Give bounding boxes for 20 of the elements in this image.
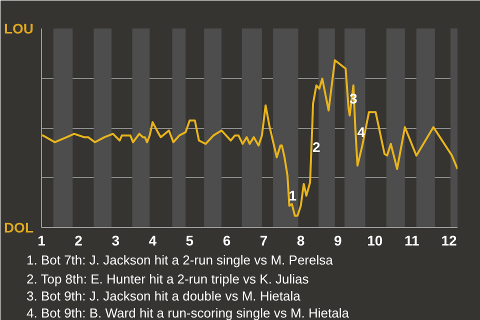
text: 4. Bot 9th: B. Ward hit a run-scoring single vs M. Hietala [26, 306, 350, 320]
x-tick-label: 9 [334, 232, 342, 248]
text: DOL [4, 220, 34, 236]
x-tick-label: 10 [367, 232, 383, 248]
text: 3. Bot 9th: J. Jackson hit a double vs M. Hietala [26, 288, 302, 304]
x-tick-label: 8 [296, 232, 305, 248]
x-tick-label: 6 [222, 232, 231, 248]
x-tick-label: 4 [148, 232, 157, 248]
x-tick-label: 11 [404, 232, 420, 248]
x-tick-label: 2 [74, 232, 83, 248]
text: LOU [4, 20, 34, 36]
x-tick-label: 7 [260, 232, 268, 248]
annotation: 1 [288, 188, 297, 204]
x-tick-label: 12 [441, 232, 457, 248]
annotation: 2 [312, 139, 320, 156]
text: 2. Top 8th: E. Hunter hit a 2-run triple vs K. Julias [26, 272, 310, 286]
x-tick-label: 1 [38, 232, 46, 248]
x-tick-label: 3 [112, 232, 120, 248]
x-tick-label: 5 [186, 232, 194, 248]
text: 1. Bot 7th: J. Jackson hit a 2-run single vs M. Perelsa [26, 252, 334, 268]
